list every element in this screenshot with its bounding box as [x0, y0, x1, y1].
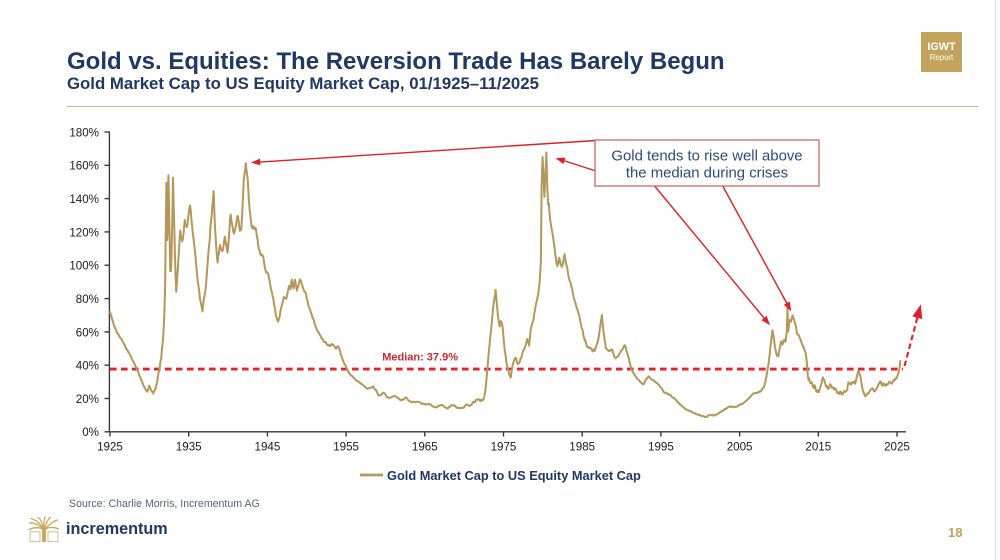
svg-text:80%: 80%	[76, 293, 99, 306]
svg-text:2025: 2025	[884, 441, 910, 454]
svg-text:40%: 40%	[76, 360, 99, 373]
svg-text:Gold tends to rise well above: Gold tends to rise well above	[611, 149, 802, 165]
svg-text:2015: 2015	[805, 441, 831, 454]
svg-text:180%: 180%	[69, 126, 99, 139]
svg-text:2005: 2005	[727, 441, 753, 454]
svg-text:0%: 0%	[82, 426, 99, 439]
svg-text:160%: 160%	[69, 160, 99, 173]
svg-text:20%: 20%	[76, 393, 99, 406]
svg-text:1945: 1945	[255, 441, 281, 454]
svg-text:the median during crises: the median during crises	[626, 166, 788, 182]
svg-text:1985: 1985	[569, 441, 595, 454]
svg-text:Median: 37.9%: Median: 37.9%	[382, 352, 458, 364]
svg-text:1925: 1925	[97, 441, 123, 454]
svg-text:1975: 1975	[491, 441, 517, 454]
svg-text:1935: 1935	[176, 441, 202, 454]
svg-text:100%: 100%	[69, 260, 99, 273]
svg-text:60%: 60%	[76, 326, 99, 339]
svg-text:140%: 140%	[69, 193, 99, 206]
svg-text:120%: 120%	[69, 226, 99, 239]
svg-text:Gold Market Cap to US Equity M: Gold Market Cap to US Equity Market Cap	[387, 468, 641, 483]
svg-text:1995: 1995	[648, 441, 674, 454]
svg-text:1965: 1965	[412, 441, 438, 454]
svg-text:1955: 1955	[333, 441, 359, 454]
